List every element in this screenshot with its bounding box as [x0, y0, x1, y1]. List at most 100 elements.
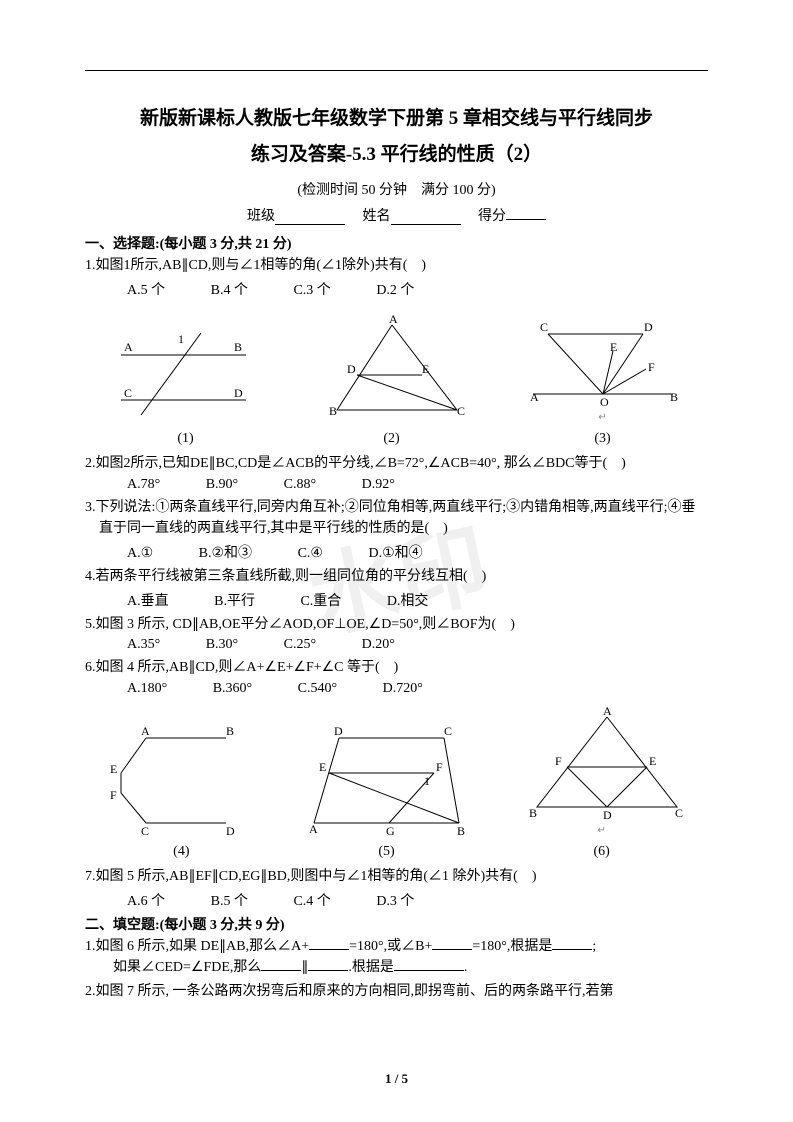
- q3-opt-d: D.①和④: [368, 542, 422, 562]
- svg-text:C: C: [675, 806, 683, 820]
- figure-2-svg: A D E B C: [307, 315, 477, 425]
- fq1-blank5: [308, 957, 348, 971]
- question-3: 3.下列说法:①两条直线平行,同旁内角互补;②同位角相等,两直线平行;③内错角相…: [99, 497, 708, 540]
- svg-text:1: 1: [424, 774, 430, 788]
- figures-row-2: A B E F C D (4) D C E F A 1 G: [85, 707, 708, 860]
- figure-1-caption: (1): [106, 431, 266, 447]
- q4-opt-b: B.平行: [214, 590, 255, 610]
- fq1-b: =180°,或∠B+: [349, 939, 432, 954]
- svg-text:A: A: [530, 390, 539, 404]
- svg-text:O: O: [600, 395, 609, 409]
- svg-text:B: B: [670, 390, 678, 404]
- svg-text:B: B: [234, 340, 242, 354]
- title-line-1: 新版新课标人教版七年级数学下册第 5 章相交线与平行线同步: [85, 101, 708, 137]
- figure-4-caption: (4): [106, 844, 256, 860]
- q5-opt-c: C.25°: [284, 637, 316, 653]
- figure-6: A F E B D C ↵ (6): [517, 707, 687, 860]
- svg-text:E: E: [110, 762, 117, 776]
- question-2: 2.如图2所示,已知DE∥BC,CD是∠ACB的平分线,∠B=72°,∠ACB=…: [99, 453, 708, 475]
- q5-opt-b: B.30°: [206, 637, 238, 653]
- q2-opt-b: B.90°: [206, 477, 238, 493]
- svg-text:E: E: [319, 760, 326, 774]
- q6-opt-a: A.180°: [127, 681, 167, 697]
- q5-opt-d: D.20°: [362, 637, 395, 653]
- question-6: 6.如图 4 所示,AB∥CD,则∠A+∠E+∠F+∠C 等于( ): [99, 657, 708, 679]
- class-blank: [275, 209, 345, 225]
- svg-text:D: D: [603, 808, 612, 822]
- figure-4: A B E F C D (4): [106, 723, 256, 860]
- svg-text:A: A: [141, 724, 150, 738]
- fq1-blank1: [309, 936, 349, 950]
- figure-3: C D E F A O B ↵ (3): [518, 309, 688, 447]
- svg-text:A: A: [389, 315, 398, 326]
- question-5-options: A.35° B.30° C.25° D.20°: [127, 637, 708, 653]
- svg-text:D: D: [347, 362, 356, 376]
- student-info: 班级 姓名 得分: [85, 205, 708, 225]
- svg-text:C: C: [124, 386, 132, 400]
- svg-text:F: F: [110, 788, 117, 802]
- score-blank: [506, 206, 546, 220]
- fq1-c: =180°,根据是: [472, 939, 552, 954]
- fq1-blank2: [432, 936, 472, 950]
- q3-opt-b: B.②和③: [199, 542, 252, 562]
- svg-text:C: C: [444, 724, 452, 738]
- question-1: 1.如图1所示,AB∥CD,则与∠1相等的角(∠1除外)共有( ): [99, 255, 708, 277]
- svg-text:B: B: [457, 824, 465, 838]
- name-label: 姓名: [363, 209, 391, 224]
- svg-text:D: D: [644, 320, 653, 334]
- svg-text:E: E: [649, 754, 656, 768]
- q2-opt-d: D.92°: [362, 477, 395, 493]
- figure-6-svg: A F E B D C: [517, 707, 687, 822]
- fq1-blank6: [394, 957, 464, 971]
- q1-opt-b: B.4 个: [211, 279, 248, 299]
- question-6-options: A.180° B.360° C.540° D.720°: [127, 681, 708, 697]
- svg-text:C: C: [141, 824, 149, 838]
- q6-opt-c: C.540°: [298, 681, 337, 697]
- fill-question-1: 1.如图 6 所示,如果 DE∥AB,那么∠A+=180°,或∠B+=180°,…: [99, 936, 708, 979]
- q1-opt-a: A.5 个: [127, 279, 165, 299]
- fq1-d: ;: [592, 939, 596, 954]
- svg-text:F: F: [648, 360, 655, 374]
- svg-text:B: B: [529, 806, 537, 820]
- q1-opt-d: D.2 个: [376, 279, 414, 299]
- exam-info: (检测时间 50 分钟 满分 100 分): [85, 179, 708, 199]
- return-icon: ↵: [598, 412, 606, 423]
- svg-text:E: E: [610, 340, 617, 354]
- figure-1-svg: A B C D 1: [106, 325, 266, 425]
- fq1-a: 1.如图 6 所示,如果 DE∥AB,那么∠A+: [85, 939, 309, 954]
- svg-text:F: F: [555, 754, 562, 768]
- q2-opt-c: C.88°: [284, 477, 316, 493]
- q1-opt-c: C.3 个: [293, 279, 330, 299]
- figure-6-caption: (6): [517, 844, 687, 860]
- fq1-blank4: [261, 957, 301, 971]
- figure-5: D C E F A 1 G B (5): [299, 723, 474, 860]
- figure-3-svg: C D E F A O B: [518, 309, 688, 409]
- figures-row-1: A B C D 1 (1) A D E B C (2): [85, 309, 708, 447]
- fq1-f: ∥: [301, 960, 308, 975]
- fq1-e: 如果∠CED=∠FDE,那么: [113, 960, 261, 975]
- q7-opt-b: B.5 个: [211, 890, 248, 910]
- question-1-options: A.5 个 B.4 个 C.3 个 D.2 个: [127, 279, 708, 299]
- fq1-h: .: [464, 960, 468, 975]
- q7-opt-c: C.4 个: [293, 890, 330, 910]
- fq1-g: .根据是: [348, 960, 394, 975]
- question-4-options: A.垂直 B.平行 C.重合 D.相交: [127, 590, 708, 610]
- title-line-2: 练习及答案-5.3 平行线的性质（2）: [85, 137, 708, 173]
- svg-text:D: D: [334, 724, 343, 738]
- svg-text:A: A: [309, 822, 318, 836]
- q4-opt-a: A.垂直: [127, 590, 169, 610]
- figure-3-caption: (3): [518, 431, 688, 447]
- svg-text:1: 1: [178, 332, 184, 346]
- figure-1: A B C D 1 (1): [106, 325, 266, 447]
- svg-text:C: C: [540, 320, 548, 334]
- question-4: 4.若两条平行线被第三条直线所截,则一组同位角的平分线互相( ): [99, 566, 708, 588]
- question-7-options: A.6 个 B.5 个 C.4 个 D.3 个: [127, 890, 708, 910]
- figure-4-svg: A B E F C D: [106, 723, 256, 838]
- fq1-blank3: [552, 936, 592, 950]
- figure-2: A D E B C (2): [307, 315, 477, 447]
- section-2-header: 二、填空题:(每小题 3 分,共 9 分): [85, 914, 708, 934]
- svg-text:A: A: [124, 340, 133, 354]
- section-1-header: 一、选择题:(每小题 3 分,共 21 分): [85, 233, 708, 253]
- figure-5-caption: (5): [299, 844, 474, 860]
- q4-opt-c: C.重合: [300, 590, 341, 610]
